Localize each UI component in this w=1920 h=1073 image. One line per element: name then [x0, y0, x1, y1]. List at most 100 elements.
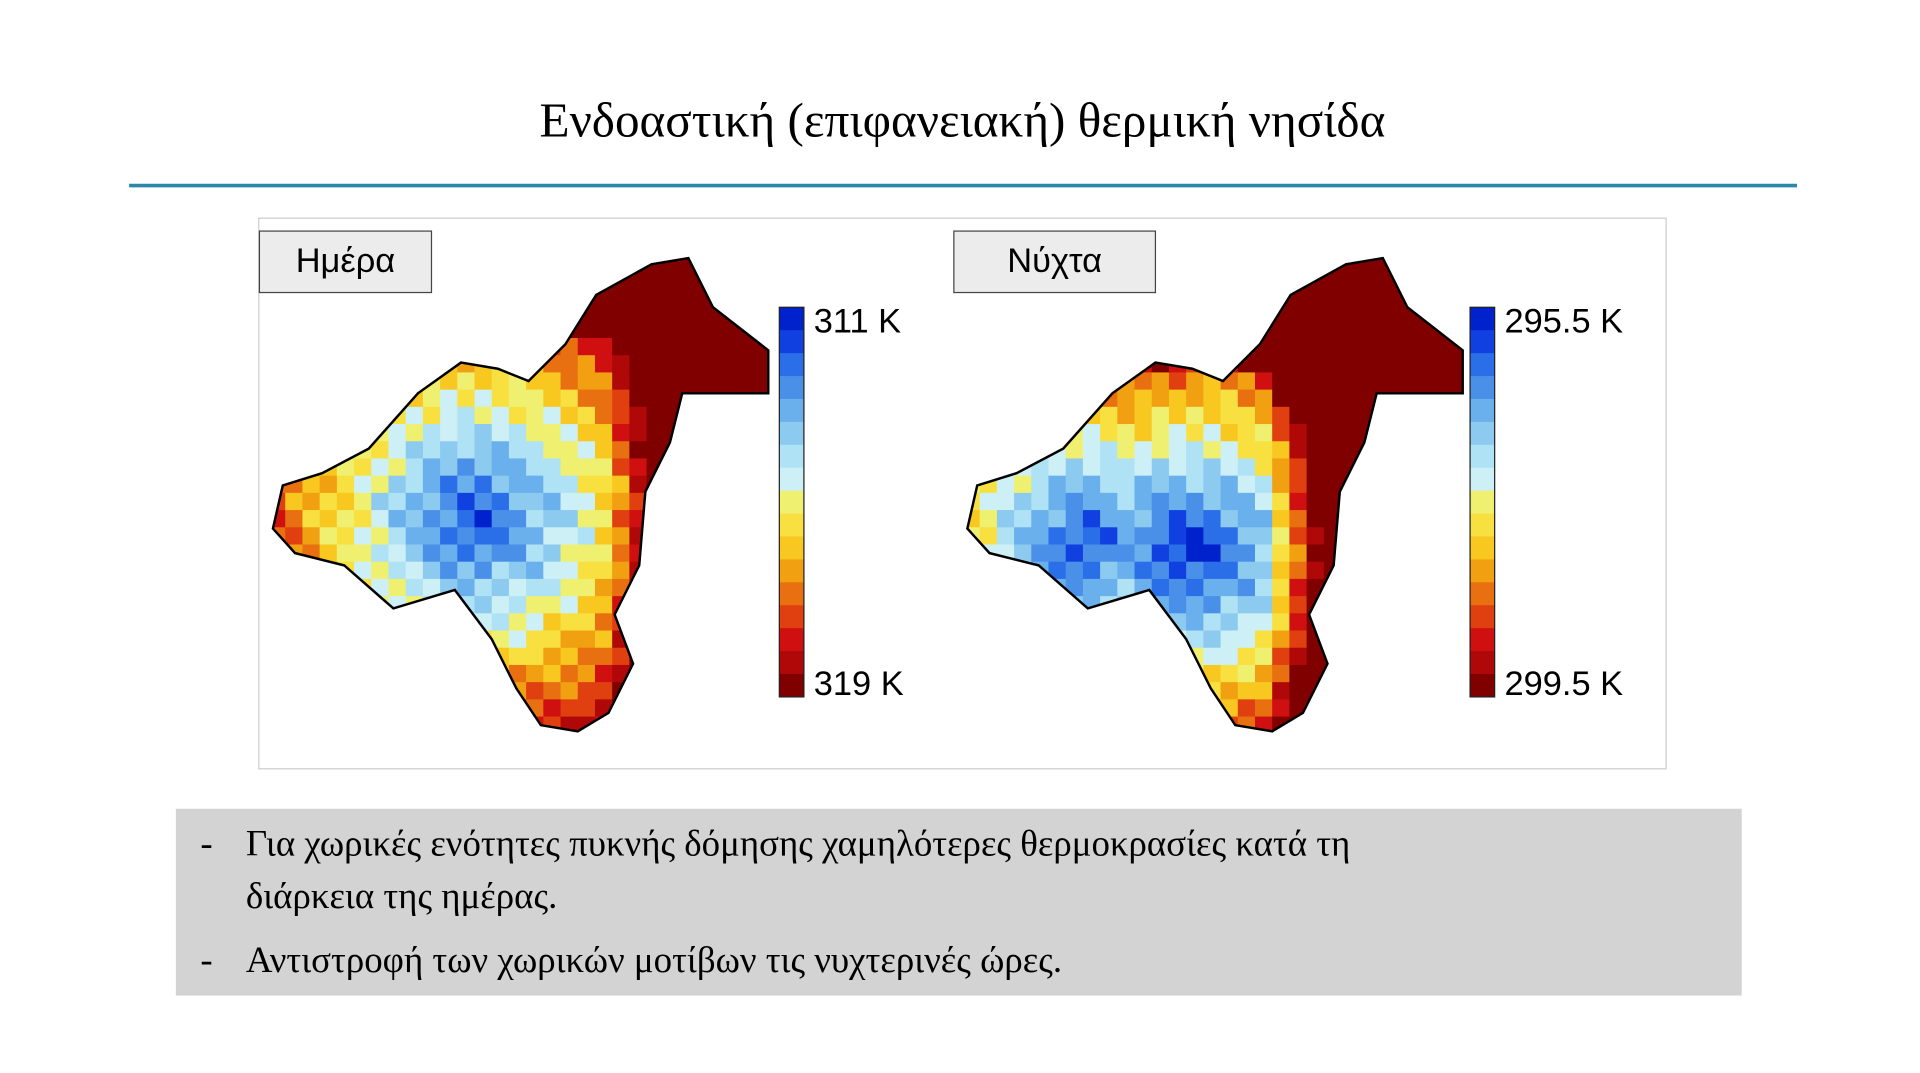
heat-cell — [1272, 458, 1291, 477]
heat-cell — [1082, 458, 1101, 477]
heat-cell — [560, 527, 579, 546]
heat-cell — [594, 389, 613, 408]
heat-cell — [1306, 338, 1325, 356]
heat-cell — [577, 510, 596, 528]
heat-cell — [1289, 596, 1308, 614]
heat-cell — [1289, 492, 1308, 511]
heat-cell — [457, 561, 476, 580]
heat-cell — [1358, 389, 1377, 408]
heat-cell — [1117, 492, 1136, 511]
heat-cell — [526, 647, 544, 666]
heat-cell — [1134, 544, 1153, 563]
heat-cell — [996, 527, 1015, 546]
colorbar-swatch — [779, 307, 804, 331]
colorbar-swatch — [1470, 330, 1495, 354]
heat-cell — [1220, 510, 1239, 528]
heat-cell — [1203, 458, 1222, 477]
heat-cell — [1168, 424, 1187, 442]
heat-cell — [1151, 527, 1170, 546]
colorbar-swatch — [779, 673, 804, 698]
heat-cell — [1186, 544, 1204, 563]
heat-cell — [1254, 647, 1273, 666]
heat-cell — [302, 492, 321, 511]
heat-cell — [1254, 389, 1273, 408]
heat-cell — [1272, 492, 1291, 511]
heat-cell — [577, 647, 596, 666]
heat-cell — [1237, 475, 1256, 494]
heat-cell — [1186, 475, 1204, 494]
heat-cell — [1203, 406, 1222, 425]
colorbar-swatch — [779, 582, 804, 606]
heat-cell — [1237, 510, 1256, 528]
heat-cell — [577, 389, 596, 408]
heat-cell — [1168, 458, 1187, 477]
heat-cell — [1117, 544, 1136, 563]
colorbar-label: 319 K — [814, 665, 904, 703]
heat-cell — [1341, 424, 1359, 442]
heat-cell — [1186, 458, 1204, 477]
heat-cell — [1134, 475, 1153, 494]
heat-cell — [594, 424, 613, 442]
heat-cell — [1289, 475, 1308, 494]
heat-cell — [1151, 406, 1170, 425]
heat-cell — [1254, 406, 1273, 425]
heat-cell — [354, 458, 372, 477]
heat-cell — [388, 544, 407, 563]
heat-cell — [1341, 338, 1359, 356]
heat-cell — [612, 372, 630, 391]
heat-cell — [1031, 544, 1050, 563]
heat-cell — [543, 406, 562, 425]
heat-cell — [319, 544, 338, 563]
heat-cell — [1100, 441, 1118, 460]
heat-cell — [1409, 338, 1428, 356]
heat-cell — [1392, 320, 1411, 339]
heat-cell — [440, 527, 458, 546]
heat-cell — [336, 510, 355, 528]
heat-cell — [1237, 682, 1256, 700]
heat-cell — [491, 372, 510, 391]
heat-cell — [440, 424, 458, 442]
colorbars — [778, 306, 1496, 698]
heat-cell — [1254, 441, 1273, 460]
heat-cell — [1151, 441, 1170, 460]
heat-cell — [1100, 492, 1118, 511]
colorbar-swatch — [1470, 353, 1495, 377]
heat-cell — [543, 458, 562, 477]
heat-cell — [1254, 372, 1273, 391]
heat-cell — [1117, 389, 1136, 408]
heat-cell — [1014, 510, 1032, 528]
heat-cell — [1031, 492, 1050, 511]
heat-cell — [1306, 389, 1325, 408]
heat-cell — [1289, 578, 1308, 597]
heat-cell — [1392, 303, 1411, 322]
heat-cell — [1375, 372, 1394, 391]
heat-cell — [457, 475, 476, 494]
heat-cell — [1392, 355, 1411, 374]
heat-cell — [508, 527, 527, 546]
bullet-marker: - — [200, 939, 212, 980]
heat-cell — [1014, 475, 1032, 494]
heat-cell — [371, 458, 390, 477]
heat-cell — [1272, 372, 1291, 391]
heat-cell — [629, 389, 648, 408]
heat-cell — [457, 441, 476, 460]
heat-cell — [1117, 510, 1136, 528]
colorbar-swatch — [779, 330, 804, 354]
heat-cell — [457, 527, 476, 546]
heat-cell — [594, 338, 613, 356]
heat-cell — [979, 527, 998, 546]
heat-cell — [543, 424, 562, 442]
heat-cell — [491, 510, 510, 528]
heat-cell — [560, 544, 579, 563]
heat-cell — [508, 613, 527, 632]
heat-cell — [491, 613, 510, 632]
heat-cell — [1065, 527, 1084, 546]
heat-cell — [1100, 406, 1118, 425]
heat-cell — [1220, 596, 1239, 614]
heat-cell — [1237, 699, 1256, 718]
heat-cell — [1323, 286, 1342, 305]
heat-cell — [1100, 458, 1118, 477]
heat-cell — [1186, 596, 1204, 614]
heat-cell — [1220, 492, 1239, 511]
heat-cell — [388, 492, 407, 511]
